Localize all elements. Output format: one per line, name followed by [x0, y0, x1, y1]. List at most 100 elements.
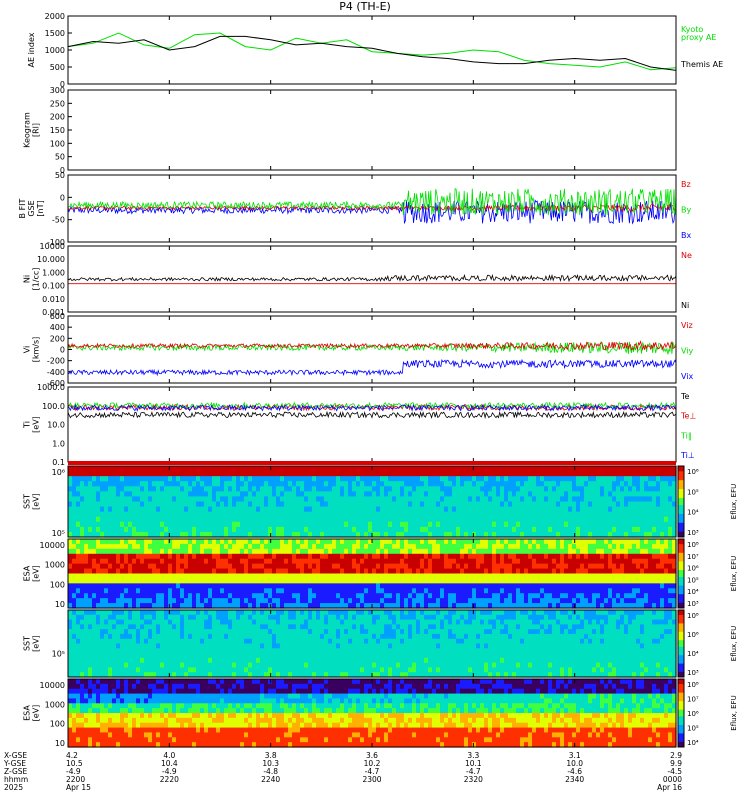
heatmap-cell: [332, 506, 337, 513]
heatmap-cell: [488, 531, 493, 538]
heatmap-cell: [588, 506, 593, 513]
heatmap-cell: [440, 543, 445, 550]
heatmap-cell: [84, 558, 89, 565]
heatmap-cell: [504, 531, 509, 538]
heatmap-cell: [368, 578, 373, 584]
heatmap-cell: [204, 526, 209, 533]
heatmap-cell: [176, 531, 181, 538]
heatmap-cell: [304, 588, 309, 594]
heatmap-cell: [340, 588, 345, 594]
heatmap-cell: [628, 573, 633, 580]
heatmap-cell: [672, 583, 677, 589]
heatmap-cell: [124, 624, 129, 630]
heatmap-cell: [260, 553, 265, 560]
heatmap-cell: [104, 672, 109, 678]
heatmap-cell: [124, 667, 129, 673]
heatmap-cell: [404, 486, 409, 492]
heatmap-cell: [432, 553, 437, 560]
heatmap-cell: [360, 558, 365, 565]
heatmap-cell: [608, 501, 613, 508]
heatmap-cell: [656, 516, 661, 523]
heatmap-cell: [220, 491, 225, 498]
colorbar-segment: [678, 566, 684, 569]
heatmap-cell: [132, 614, 137, 621]
heatmap-cell: [376, 543, 381, 550]
heatmap-cell: [252, 496, 257, 503]
heatmap-cell: [296, 603, 301, 609]
heatmap-cell: [384, 506, 389, 513]
heatmap-cell: [216, 501, 221, 508]
heatmap-cell: [80, 648, 85, 654]
heatmap-cell: [296, 548, 301, 555]
heatmap-cell: [412, 573, 417, 580]
heatmap-cell: [220, 511, 225, 518]
heatmap-cell: [448, 553, 453, 560]
heatmap-cell: [368, 558, 373, 565]
heatmap-cell: [668, 506, 673, 513]
heatmap-cell: [124, 531, 129, 538]
heatmap-cell: [124, 598, 129, 604]
heatmap-cell: [88, 624, 93, 630]
heatmap-cell: [584, 481, 589, 487]
heatmap-cell: [648, 471, 653, 477]
heatmap-cell: [596, 598, 601, 604]
heatmap-cell: [348, 521, 353, 528]
heatmap-cell: [292, 496, 297, 503]
heatmap-cell: [576, 506, 581, 513]
heatmap-cell: [108, 662, 113, 669]
heatmap-cell: [208, 481, 213, 487]
heatmap-cell: [160, 501, 165, 508]
heatmap-cell: [616, 603, 621, 609]
heatmap-cell: [92, 653, 97, 659]
heatmap-cell: [148, 573, 153, 580]
heatmap-cell: [424, 476, 429, 482]
heatmap-cell: [288, 598, 293, 604]
heatmap-cell: [248, 543, 253, 550]
heatmap-cell: [532, 543, 537, 550]
heatmap-cell: [188, 521, 193, 528]
heatmap-cell: [164, 543, 169, 550]
heatmap-cell: [484, 481, 489, 487]
heatmap-cell: [292, 471, 297, 477]
heatmap-cell: [268, 558, 273, 565]
heatmap-cell: [236, 491, 241, 498]
heatmap-cell: [76, 543, 81, 550]
heatmap-cell: [460, 491, 465, 498]
heatmap-cell: [404, 471, 409, 477]
heatmap-cell: [340, 486, 345, 492]
heatmap-cell: [212, 501, 217, 508]
heatmap-cell: [364, 598, 369, 604]
heatmap-cell: [284, 553, 289, 560]
heatmap-cell: [580, 531, 585, 538]
heatmap-cell: [264, 588, 269, 594]
heatmap-cell: [232, 486, 237, 492]
heatmap-cell: [568, 471, 573, 477]
heatmap-cell: [68, 583, 73, 589]
heatmap-cell: [224, 521, 229, 528]
heatmap-cell: [292, 466, 297, 472]
heatmap-cell: [428, 573, 433, 580]
heatmap-cell: [276, 491, 281, 498]
heatmap-cell: [548, 603, 553, 609]
colorbar-segment: [678, 582, 684, 585]
heatmap-cell: [68, 603, 73, 609]
heatmap-cell: [368, 516, 373, 523]
heatmap-cell: [460, 506, 465, 513]
heatmap-cell: [500, 603, 505, 609]
heatmap-cell: [196, 539, 201, 545]
heatmap-cell: [660, 573, 665, 580]
heatmap-cell: [108, 491, 113, 498]
heatmap-cell: [472, 511, 477, 518]
heatmap-cell: [536, 501, 541, 508]
heatmap-cell: [144, 471, 149, 477]
heatmap-cell: [280, 588, 285, 594]
heatmap-cell: [296, 543, 301, 550]
heatmap-cell: [288, 516, 293, 523]
heatmap-cell: [176, 624, 181, 630]
heatmap-cell: [244, 521, 249, 528]
heatmap-cell: [248, 558, 253, 565]
heatmap-cell: [576, 491, 581, 498]
heatmap-cell: [580, 501, 585, 508]
heatmap-cell: [396, 603, 401, 609]
heatmap-cell: [96, 619, 101, 625]
